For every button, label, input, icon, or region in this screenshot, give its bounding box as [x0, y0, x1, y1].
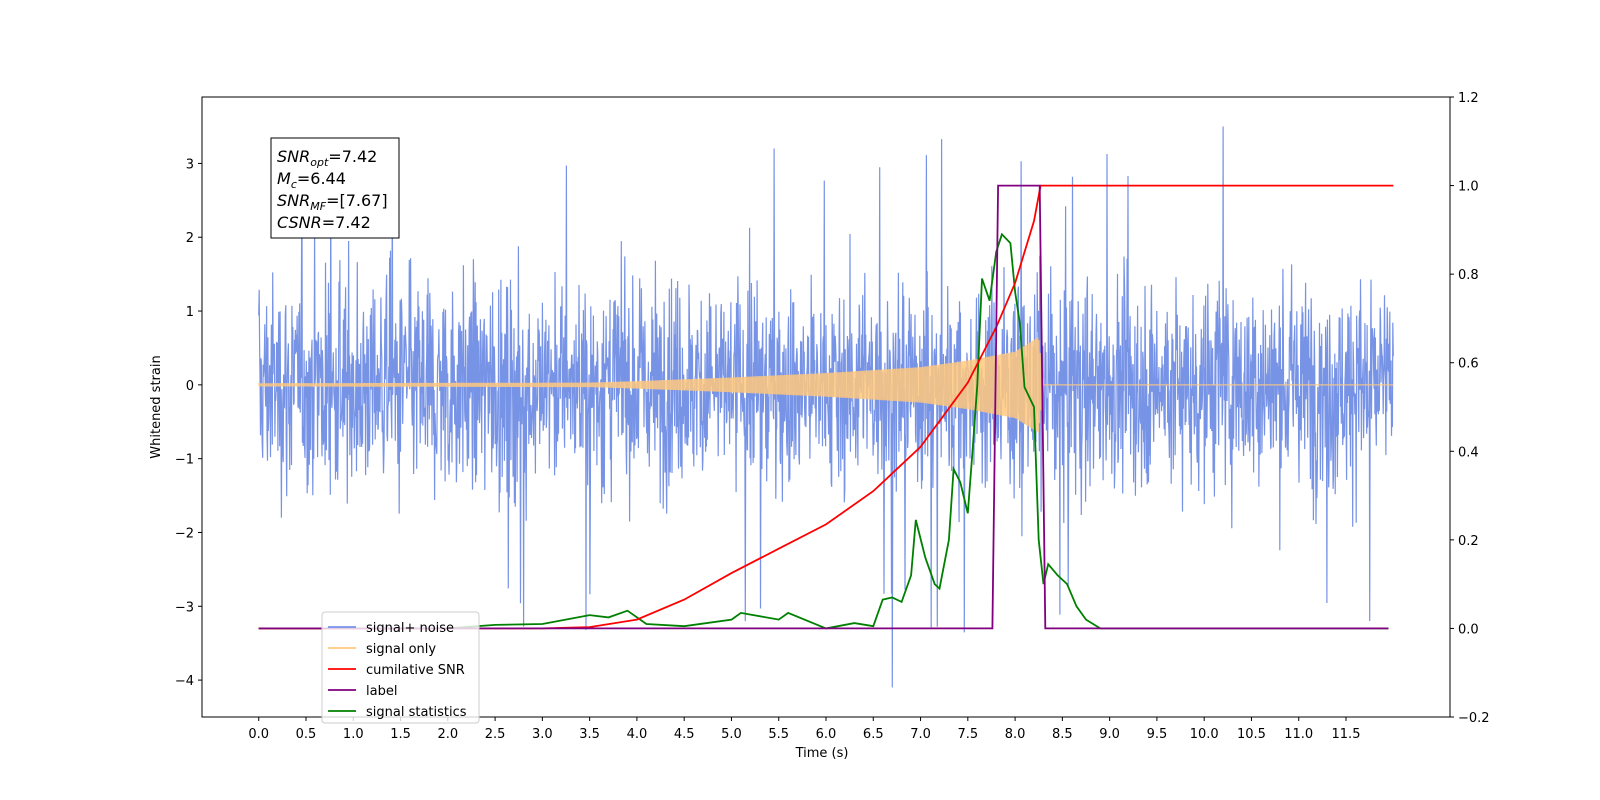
- x-tick-label: 9.0: [1099, 727, 1120, 742]
- y-tick-label: 0: [186, 379, 194, 394]
- y-tick-label: 1: [186, 305, 194, 320]
- series-signal-only: [258, 337, 1394, 433]
- annotation-value: =6.44: [297, 169, 346, 188]
- annotation-line: CSNR=7.42: [277, 213, 371, 232]
- x-tick-label: 6.0: [816, 727, 837, 742]
- signal-only-line: [258, 337, 1394, 433]
- x-axis: 0.0 0.5 1.0 1.5 2.0 2.5 3.0 3.5 4.0 4.5 5.0 5.5 6.0 6…: [248, 717, 1360, 742]
- y2-tick-label: 0.8: [1458, 268, 1479, 283]
- y-tick-label: −3: [175, 600, 194, 615]
- x-axis-title: Time (s): [795, 746, 849, 761]
- annotation-symbol: CSNR: [277, 213, 322, 232]
- y2-tick-label: 0.0: [1458, 622, 1479, 637]
- label-line: [258, 184, 1389, 630]
- legend-entry-label: signal only: [366, 642, 436, 657]
- y2-tick-label: 1.0: [1458, 180, 1479, 195]
- legend-entry-label: signal+ noise: [366, 621, 454, 636]
- annotation-subscript: c: [291, 178, 297, 191]
- annotation-symbol: SNR: [277, 191, 310, 210]
- legend-entry-label: signal statistics: [366, 705, 467, 720]
- annotation-subscript: MF: [310, 200, 326, 213]
- x-tick-label: 9.5: [1147, 727, 1168, 742]
- legend-frame: [321, 611, 480, 724]
- series-signal-noise: [258, 126, 1394, 688]
- x-tick-label: 10.5: [1237, 727, 1266, 742]
- x-tick-label: 2.5: [485, 727, 506, 742]
- y2-tick-label: 0.6: [1458, 357, 1479, 372]
- x-tick-label: 1.0: [343, 727, 364, 742]
- legend: signal+ noise signal only cumilative SNR la…: [321, 611, 480, 724]
- x-tick-label: 2.0: [437, 727, 458, 742]
- x-tick-label: 8.5: [1052, 727, 1073, 742]
- y-tick-label: −2: [175, 526, 194, 541]
- x-tick-label: 5.5: [768, 727, 789, 742]
- annotation-line: Mc=6.44: [277, 169, 346, 191]
- x-tick-label: 7.0: [910, 727, 931, 742]
- y-tick-label: 3: [186, 157, 194, 172]
- x-tick-label: 4.0: [627, 727, 648, 742]
- y-tick-label: 2: [186, 231, 194, 246]
- x-tick-label: 3.5: [579, 727, 600, 742]
- annotation-value: =7.42: [328, 147, 377, 166]
- x-tick-label: 11.5: [1332, 727, 1361, 742]
- x-tick-label: 5.0: [721, 727, 742, 742]
- annotation-symbol: SNR: [277, 147, 310, 166]
- x-tick-label: 7.5: [957, 727, 978, 742]
- y2-tick-label: 0.4: [1458, 445, 1479, 460]
- x-tick-label: 4.5: [674, 727, 695, 742]
- x-tick-label: 0.5: [296, 727, 317, 742]
- signal-statistics-line: [258, 232, 1389, 630]
- annotation-line: SNRopt=7.42: [277, 147, 377, 169]
- y-axis-left: 3 2 1 0 −1 −2 −3 −4: [175, 157, 202, 689]
- y2-tick-label: −0.2: [1458, 711, 1490, 726]
- x-tick-label: 1.5: [390, 727, 411, 742]
- y2-tick-label: 1.2: [1458, 91, 1479, 106]
- x-tick-label: 10.0: [1190, 727, 1219, 742]
- y2-tick-label: 0.2: [1458, 534, 1479, 549]
- y-axis-title: Whitened strain: [149, 355, 164, 458]
- annotation-subscript: opt: [310, 156, 329, 169]
- y-tick-label: −4: [175, 674, 194, 689]
- y-axis-right: 1.2 1.0 0.8 0.6 0.4 0.2 0.0 −0.2: [1450, 91, 1490, 726]
- right-axis-series: [258, 184, 1394, 630]
- signal-noise-line: [258, 126, 1394, 688]
- annotation-value: =[7.67]: [326, 191, 388, 210]
- annotation-line: SNRMF=[7.67]: [277, 191, 388, 213]
- legend-entry-label: label: [366, 684, 397, 699]
- legend-entry-label: cumilative SNR: [366, 663, 465, 678]
- annotation-frame: [270, 137, 400, 239]
- cumulative-snr-line: [258, 184, 1394, 630]
- x-tick-label: 6.5: [863, 727, 884, 742]
- x-tick-label: 0.0: [248, 727, 269, 742]
- annotation-symbol: M: [277, 169, 291, 188]
- x-tick-label: 8.0: [1005, 727, 1026, 742]
- annotation-value: =7.42: [322, 213, 371, 232]
- x-tick-label: 11.0: [1284, 727, 1313, 742]
- y-tick-label: −1: [175, 453, 194, 468]
- x-tick-label: 3.0: [532, 727, 553, 742]
